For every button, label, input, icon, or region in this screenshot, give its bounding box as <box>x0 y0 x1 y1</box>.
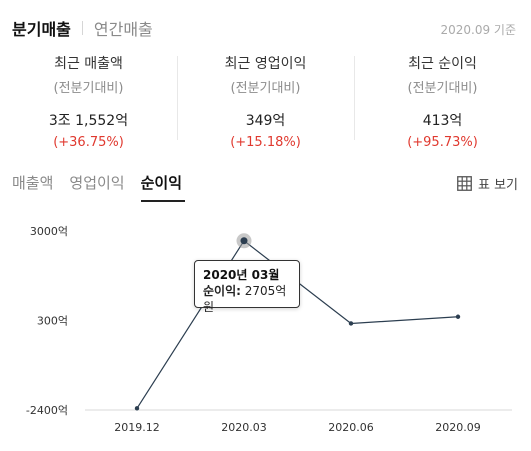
tab-annual[interactable]: 연간매출 <box>93 20 153 39</box>
summary-panel: 최근 매출액 (전분기대비) 3조 1,552억 (+36.75%) 최근 영업… <box>0 50 531 150</box>
y-axis-labels: 3000억 300억 -2400억 <box>26 225 68 417</box>
summary-operating-profit: 최근 영업이익 (전분기대비) 349억 (+15.18%) <box>177 50 354 150</box>
tooltip-title: 2020년 03월 <box>203 268 280 282</box>
summary-change: (+15.18%) <box>230 135 301 150</box>
tooltip-value: 2705억원 <box>203 284 287 314</box>
summary-value: 413억 <box>422 113 463 129</box>
summary-subtitle: (전분기대비) <box>230 81 301 96</box>
y-tick-label: 3000억 <box>30 225 68 238</box>
net-income-line-chart: 3000억 300억 -2400억 2019.12 2020.03 2020.06 202… <box>26 225 512 434</box>
tab-revenue[interactable]: 매출액 <box>12 174 54 192</box>
summary-subtitle: (전분기대비) <box>407 81 478 96</box>
summary-change: (+95.73%) <box>407 135 478 150</box>
series-points <box>134 233 461 411</box>
x-tick-label: 2020.06 <box>328 421 374 434</box>
data-point[interactable] <box>348 321 354 326</box>
tooltip-key: 순이익: <box>203 284 241 298</box>
y-tick-label: 300억 <box>37 315 68 328</box>
tab-net-income[interactable]: 순이익 <box>140 172 186 202</box>
period-tabs: 분기매출 연간매출 <box>12 16 153 40</box>
tab-operating-profit[interactable]: 영업이익 <box>69 174 125 192</box>
x-axis-labels: 2019.12 2020.03 2020.06 2020.09 <box>114 421 481 434</box>
summary-revenue: 최근 매출액 (전분기대비) 3조 1,552억 (+36.75%) <box>0 50 177 150</box>
data-point[interactable] <box>134 406 140 411</box>
summary-value: 349억 <box>245 113 286 129</box>
table-view-button[interactable]: 표 보기 <box>457 174 518 193</box>
summary-change: (+36.75%) <box>53 135 124 150</box>
tab-divider <box>81 21 83 35</box>
chart-tooltip: 2020년 03월 순이익: 2705억원 <box>194 260 300 314</box>
summary-title: 최근 매출액 <box>54 56 123 72</box>
tab-quarterly[interactable]: 분기매출 <box>12 20 71 39</box>
table-icon <box>457 176 472 191</box>
data-point[interactable] <box>455 314 461 319</box>
summary-subtitle: (전분기대비) <box>53 81 124 96</box>
x-tick-label: 2020.03 <box>221 421 267 434</box>
y-tick-label: -2400억 <box>26 404 68 417</box>
metric-tabs: 매출액 영업이익 순이익 <box>12 172 201 202</box>
summary-net-income: 최근 순이익 (전분기대비) 413억 (+95.73%) <box>354 50 531 150</box>
table-view-label: 표 보기 <box>477 178 518 193</box>
tooltip-line: 순이익: 2705억원 <box>203 283 291 315</box>
data-point-highlighted[interactable] <box>240 237 248 245</box>
summary-title: 최근 순이익 <box>408 56 477 72</box>
as-of-date: 2020.09 기준 <box>440 23 516 37</box>
x-tick-label: 2020.09 <box>435 421 481 434</box>
summary-value: 3조 1,552억 <box>48 113 129 129</box>
summary-title: 최근 영업이익 <box>224 56 307 72</box>
x-tick-label: 2019.12 <box>114 421 160 434</box>
